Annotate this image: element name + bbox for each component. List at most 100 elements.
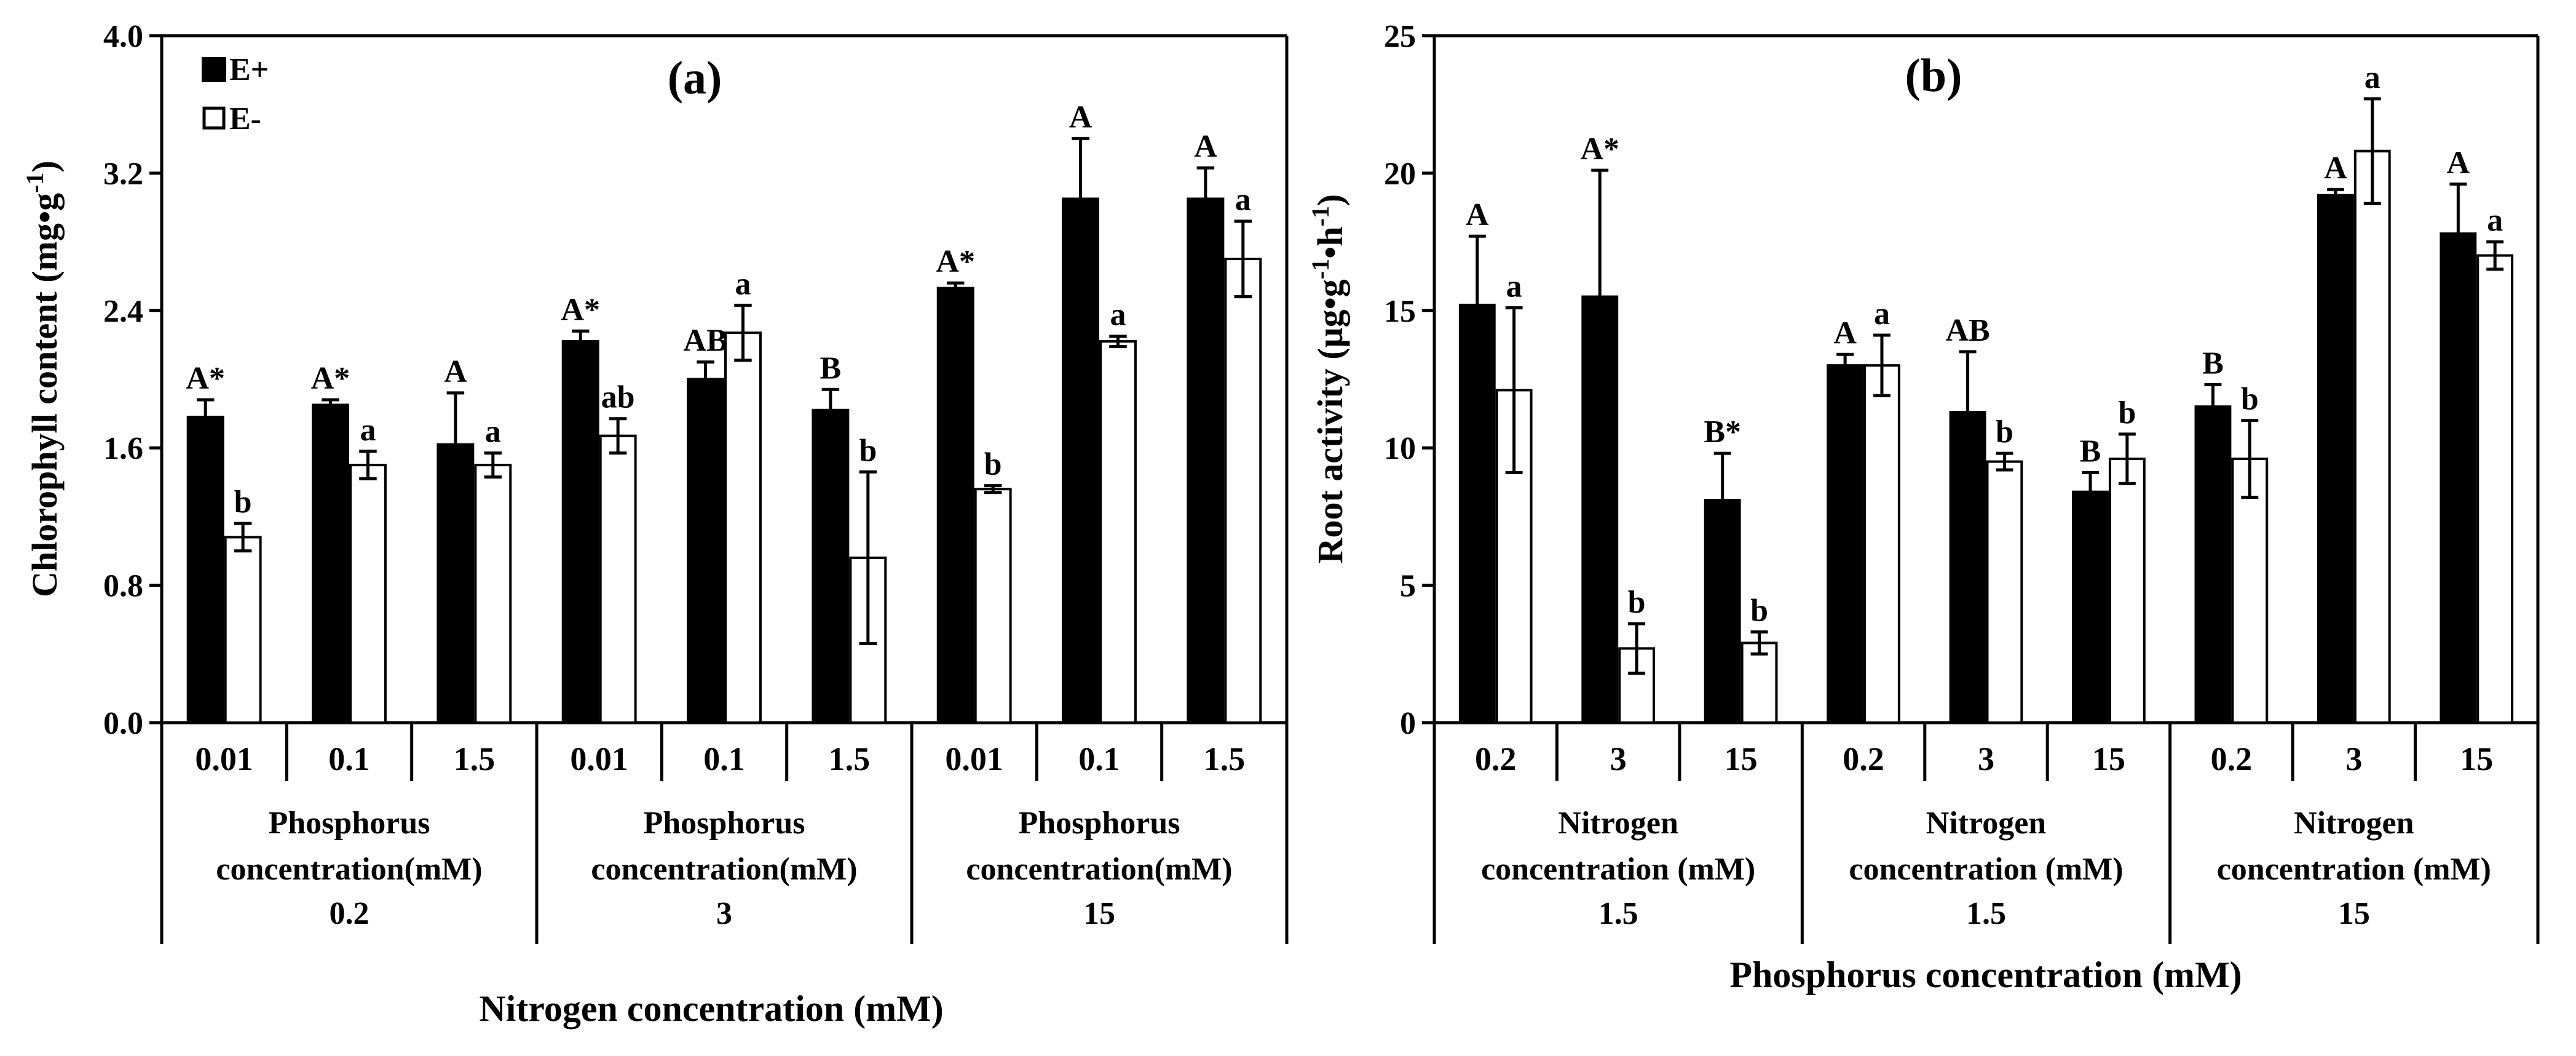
panel-a-group-label-line: Phosphorus <box>644 806 805 841</box>
panel-b-y-tick-label: 5 <box>1400 569 1416 604</box>
significance-letter: A <box>2324 151 2347 186</box>
panel-b-group-label-line: 15 <box>2338 896 2370 931</box>
bar-e-minus <box>599 434 637 725</box>
bar-e-minus <box>1099 340 1137 724</box>
panel-b-group-label-line: 1.5 <box>1966 896 2006 931</box>
significance-letter: a <box>1874 296 1890 331</box>
bar-e-plus <box>1062 197 1099 725</box>
panel-b-bars: A A* B* A AB B B A Aa b b a b b b a a <box>1458 60 2514 725</box>
significance-letter: b <box>1750 594 1768 629</box>
panel-a-y-ticks: 0.0 0.8 1.6 2.4 3.2 4.0 <box>103 19 162 741</box>
panel-b-y-axis-label: Root activity (μg•g-1•h-1) <box>1306 194 1350 564</box>
significance-letter: B <box>2080 434 2101 469</box>
panel-b-y-label-exp: -1 <box>1306 259 1334 279</box>
significance-letter: AB <box>683 324 727 359</box>
panel-b-group-label-line: concentration (mM) <box>1849 852 2123 887</box>
panel-b-y-label-exp2: -1 <box>1306 206 1334 226</box>
panel-b-group-label-line: concentration (mM) <box>1481 852 1755 887</box>
legend-e-minus-label: E- <box>229 101 261 137</box>
panel-a-y-tick-label: 1.6 <box>103 431 143 466</box>
panel-b-category-labels: 0.2 3 15 0.2 3 15 0.2 3 15 <box>1432 723 2540 944</box>
significance-letter: a <box>735 266 751 301</box>
bar-e-plus <box>2194 405 2232 724</box>
panel-a-y-tick-label: 2.4 <box>103 294 143 329</box>
bar-e-plus <box>1187 197 1225 725</box>
panel-a-y-axis-label: Chlorophyll content (mg•g-1) <box>21 161 65 597</box>
panel-a-group-label-line: Phosphorus <box>1019 806 1180 841</box>
significance-letter: b <box>234 485 252 520</box>
legend-e-plus-swatch <box>202 57 226 82</box>
bar-e-minus <box>1740 641 1778 724</box>
panel-b-y-label-mid: •h <box>1310 226 1350 259</box>
panel-b-group-label-line: concentration (mM) <box>2217 852 2491 887</box>
panel-a-y-label-main: Chlorophyll content (mg•g <box>25 193 65 597</box>
panel-a-y-tick-label: 3.2 <box>103 156 143 191</box>
panel-a-category-label: 0.1 <box>1078 740 1120 777</box>
panel-a-group-label-line: Phosphorus <box>269 806 430 841</box>
panel-a-y-tick-label: 0.0 <box>103 706 143 741</box>
significance-letter: a <box>2365 60 2380 95</box>
bar-e-minus <box>974 488 1012 724</box>
panel-a-y-label-end: ) <box>25 161 65 172</box>
bar-e-plus <box>1827 364 1864 724</box>
legend-e-plus-label: E+ <box>229 52 269 87</box>
panel-b-group-label-line: 1.5 <box>1598 896 1638 931</box>
panel-b-y-label-main: Root activity (μg•g <box>1310 279 1350 563</box>
panel-a-group-label-line: 3 <box>716 896 732 931</box>
significance-letter: A <box>2447 145 2470 180</box>
significance-letter: ab <box>601 380 635 415</box>
significance-letter: A <box>1069 100 1092 135</box>
panel-b-y-tick-label: 20 <box>1384 156 1416 191</box>
panel-a-category-label: 1.5 <box>829 740 871 777</box>
bar-e-plus <box>186 415 224 724</box>
bar-e-minus <box>724 331 762 724</box>
significance-letter: A* <box>561 292 600 327</box>
panel-b-y-tick-label: 0 <box>1400 706 1416 741</box>
panel-b-label: (b) <box>1905 50 1962 101</box>
panel-a-group-label-line: 15 <box>1083 896 1115 931</box>
significance-letter: b <box>984 447 1002 482</box>
significance-letter: A <box>1833 316 1857 351</box>
bar-e-minus <box>1863 364 1900 724</box>
bar-e-minus <box>349 464 387 724</box>
significance-letter: B <box>820 351 842 386</box>
bar-e-minus <box>1224 258 1262 724</box>
panel-a-category-label: 0.1 <box>328 740 370 777</box>
significance-letter: A <box>1194 129 1217 164</box>
bar-e-plus <box>312 403 350 724</box>
bar-e-plus <box>561 340 599 724</box>
significance-letter: A* <box>936 244 975 279</box>
significance-letter: A* <box>1580 132 1619 167</box>
significance-letter: b <box>1996 415 2013 450</box>
significance-letter: A* <box>311 361 350 396</box>
panel-a-group-label-line: concentration(mM) <box>966 852 1232 887</box>
significance-letter: a <box>2487 203 2503 238</box>
bar-e-plus <box>2072 490 2109 724</box>
panel-b-category-label: 3 <box>1978 740 1994 777</box>
significance-letter: a <box>1110 298 1126 333</box>
bar-e-plus <box>687 378 724 724</box>
significance-letter: B <box>2202 346 2224 381</box>
panel-b-category-label: 15 <box>2092 740 2125 777</box>
panel-b-category-label: 15 <box>1725 740 1758 777</box>
significance-letter: b <box>2118 395 2136 431</box>
significance-letter: b <box>1628 585 1646 620</box>
panel-b-group-label-line: Nitrogen <box>2294 806 2414 841</box>
panel-a-category-label: 0.1 <box>703 740 745 777</box>
significance-letter: AB <box>1945 313 1989 348</box>
panel-b-y-label-end: ) <box>1310 194 1350 206</box>
panel-b-group-label-line: Nitrogen <box>1926 806 2047 841</box>
panel-b-group-labels: Nitrogen concentration (mM) 1.5 Nitrogen con… <box>1481 806 2491 931</box>
bar-e-plus <box>1704 499 1741 724</box>
panel-b-category-label: 3 <box>1610 740 1627 777</box>
bar-e-minus <box>224 536 262 724</box>
panel-a-x-axis-label: Nitrogen concentration (mM) <box>479 988 943 1029</box>
panel-b-group-label-line: Nitrogen <box>1558 806 1678 841</box>
panel-a-group-label-line: concentration(mM) <box>591 852 857 887</box>
panel-a-y-tick-label: 4.0 <box>103 19 143 54</box>
panel-b-y-ticks: 0 5 10 15 20 25 <box>1384 19 1434 741</box>
panel-a-group-label-line: 0.2 <box>330 896 369 931</box>
